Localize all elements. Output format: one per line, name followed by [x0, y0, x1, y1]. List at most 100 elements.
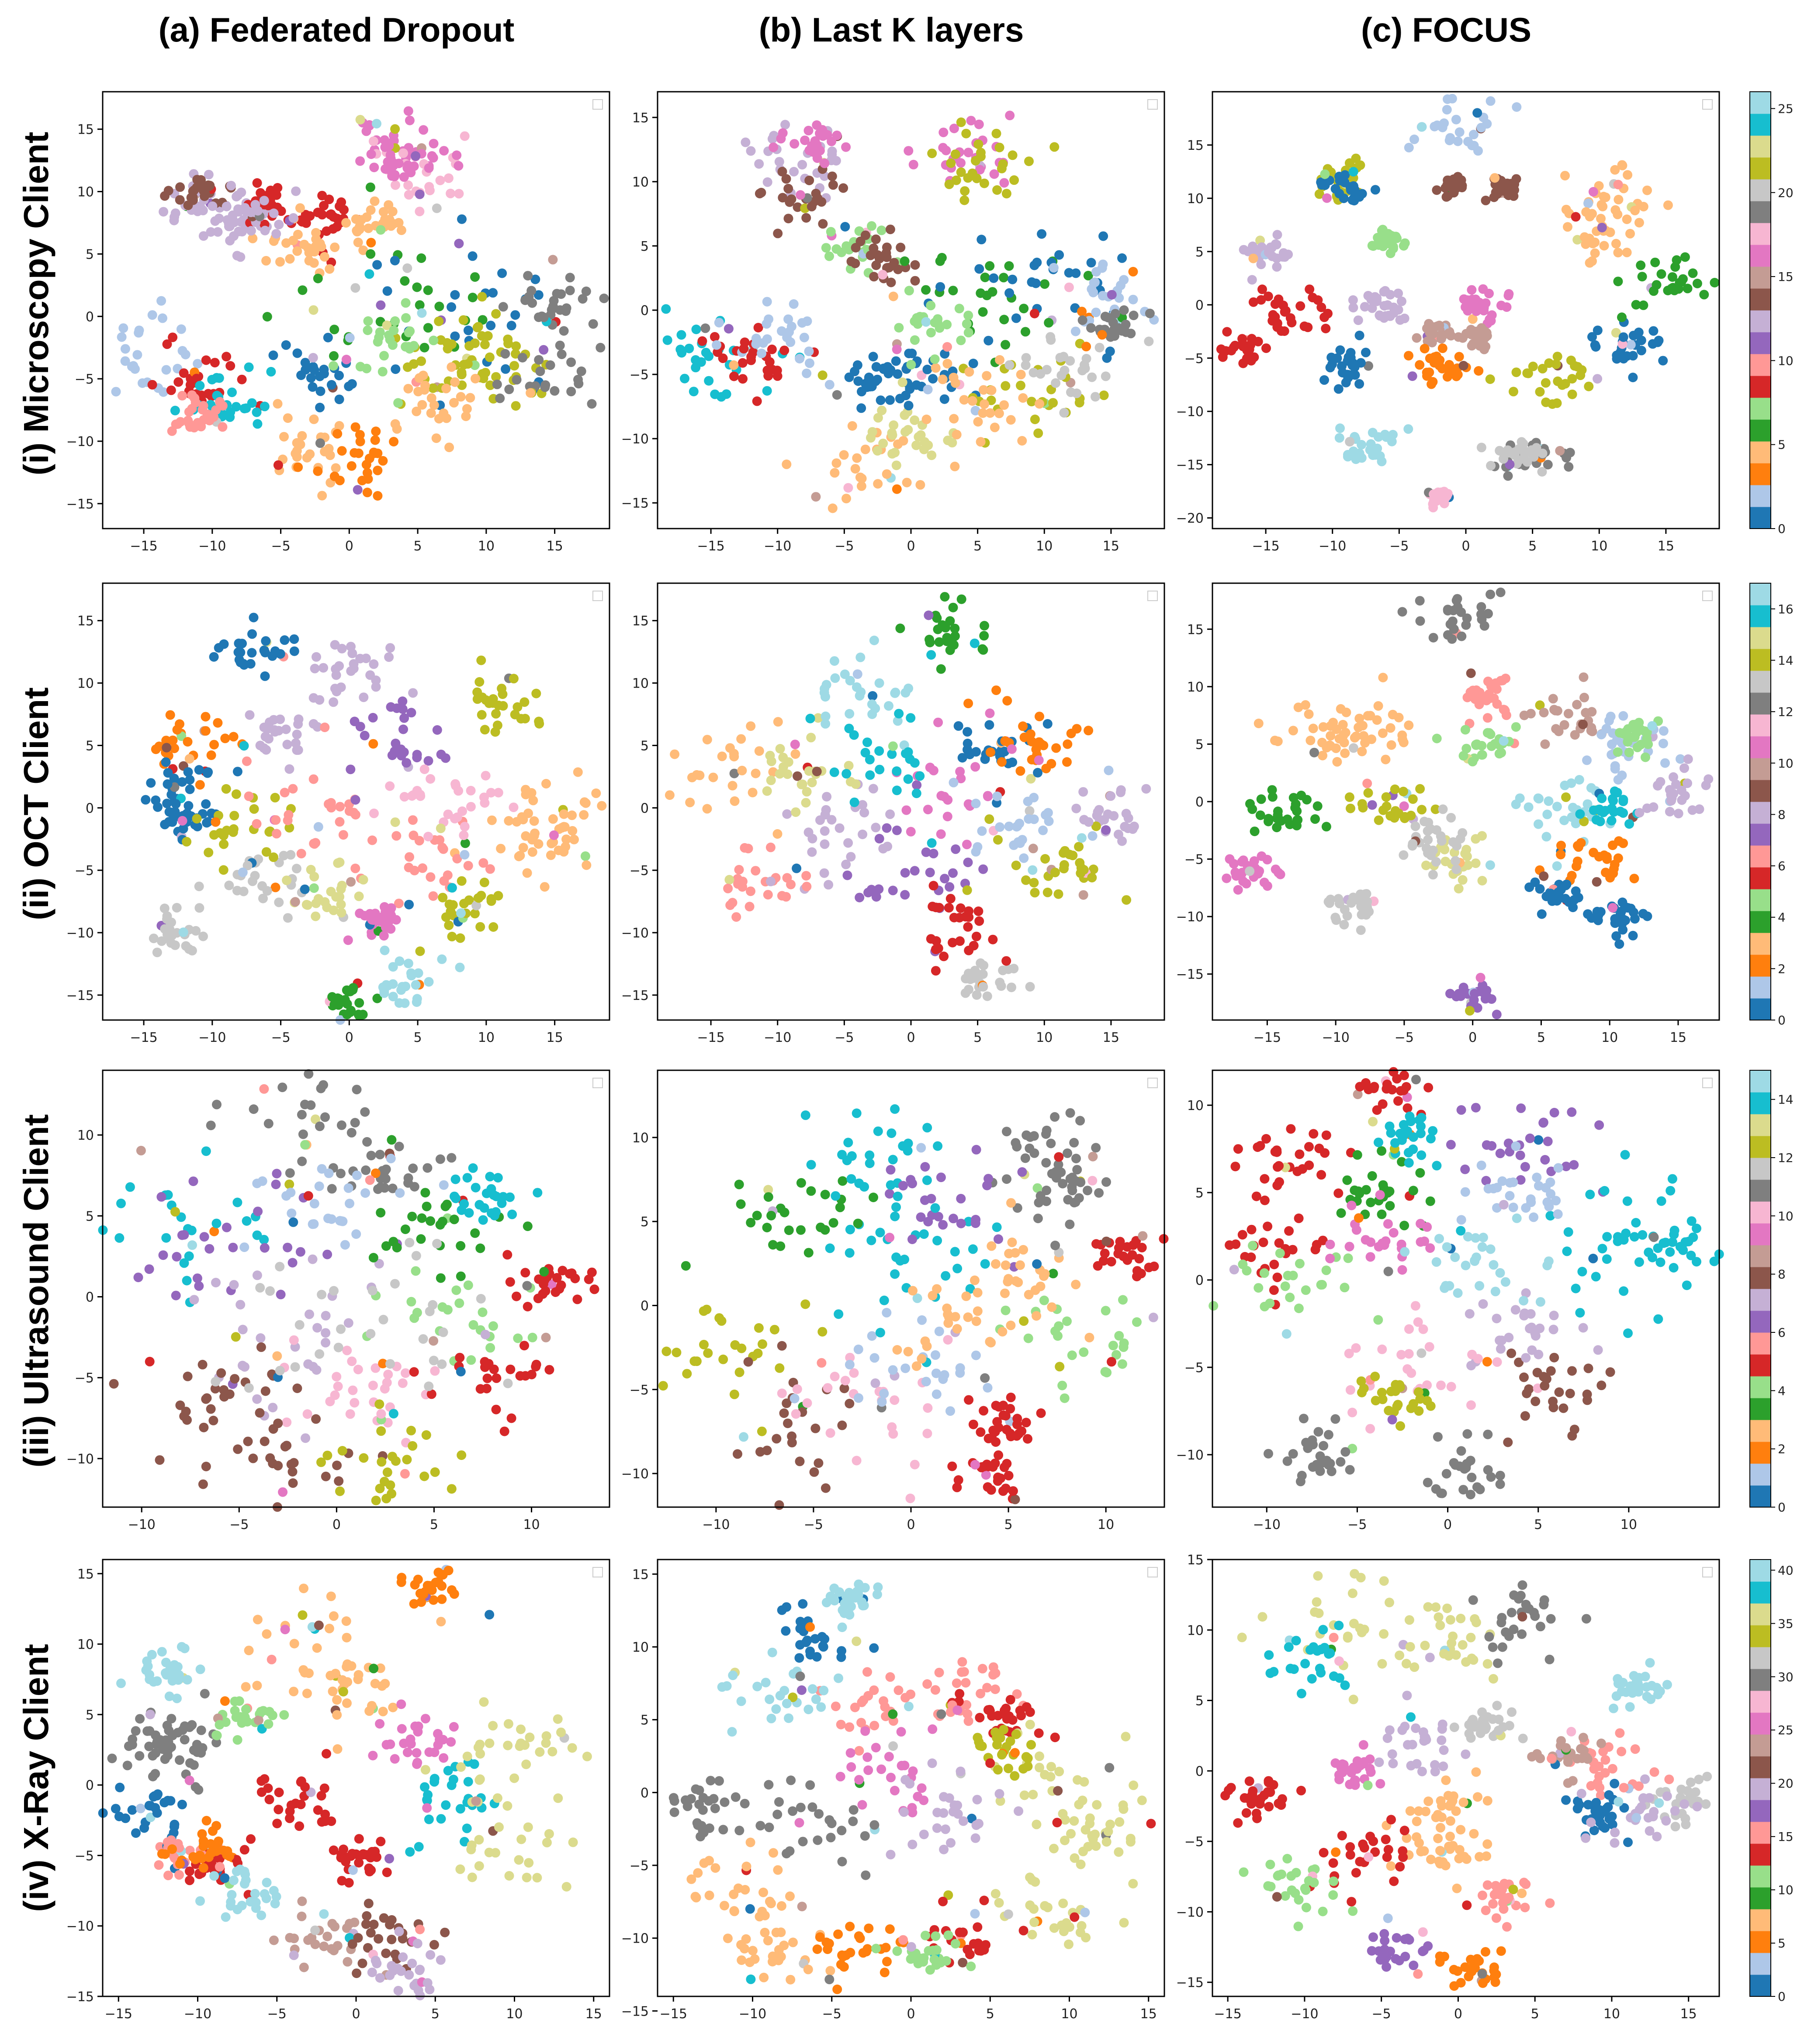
scatter-point: [183, 767, 193, 777]
scatter-point: [496, 844, 506, 854]
scatter-point: [295, 439, 305, 450]
scatter-point: [317, 491, 327, 501]
scatter-point: [309, 839, 319, 849]
scatter-point: [281, 340, 291, 350]
scatter-point: [1556, 840, 1566, 851]
scatter-point: [471, 900, 481, 910]
scatter-point: [361, 1165, 371, 1175]
scatter-point: [329, 1000, 339, 1010]
scatter-point: [942, 359, 952, 369]
scatter-point: [950, 1247, 960, 1257]
scatter-point: [776, 1241, 786, 1251]
scatter-point: [161, 757, 171, 767]
scatter-point: [986, 1485, 996, 1495]
scatter-point: [941, 623, 951, 633]
scatter-point: [879, 1389, 889, 1398]
scatter-point: [556, 289, 566, 299]
scatter-point: [779, 1207, 789, 1217]
scatter-point: [1101, 1306, 1111, 1316]
scatter-point: [828, 503, 838, 513]
scatter-point: [842, 870, 852, 880]
scatter-point: [898, 1181, 908, 1191]
scatter-point: [369, 163, 379, 173]
scatter-point: [154, 741, 164, 751]
scatter-point: [896, 242, 906, 252]
scatter-point: [1093, 1261, 1103, 1271]
y-tick-label: 0: [641, 801, 649, 816]
scatter-point: [1029, 308, 1039, 318]
scatter-point: [239, 1242, 249, 1252]
scatter-point: [535, 367, 545, 376]
scatter-point: [773, 228, 783, 239]
scatter-point: [209, 1227, 219, 1236]
scatter-point: [1071, 1154, 1081, 1163]
scatter-point: [1630, 719, 1639, 730]
scatter-point: [1030, 415, 1040, 424]
scatter-point: [233, 204, 243, 214]
scatter-point: [244, 1383, 254, 1393]
scatter-point: [474, 677, 485, 687]
scatter-point: [1613, 747, 1623, 757]
scatter-point: [727, 781, 738, 791]
scatter-point: [252, 407, 262, 417]
scatter-point: [998, 1486, 1008, 1496]
scatter-point: [1455, 834, 1465, 844]
scatter-point: [1266, 242, 1276, 252]
scatter-point: [579, 810, 589, 820]
scatter-point: [418, 1334, 428, 1344]
scatter-point: [1561, 880, 1571, 890]
scatter-point: [281, 1191, 291, 1201]
scatter-point: [762, 365, 772, 375]
scatter-point: [978, 408, 988, 418]
scatter-point: [1003, 1276, 1013, 1287]
scatter-point: [321, 1311, 331, 1321]
scatter-point: [350, 810, 360, 820]
scatter-point: [211, 817, 221, 827]
scatter-point: [817, 1358, 827, 1368]
scatter-point: [1630, 205, 1640, 215]
scatter-point: [1002, 696, 1012, 706]
scatter-point: [1363, 291, 1373, 301]
scatter-point: [1623, 737, 1633, 747]
x-tick-label: 15: [1658, 539, 1674, 554]
y-tick-label: −15: [66, 988, 94, 1003]
scatter-point: [905, 1494, 915, 1503]
scatter-point: [1335, 345, 1345, 355]
scatter-point: [329, 697, 339, 707]
scatter-point: [991, 685, 1001, 695]
scatter-point: [364, 223, 374, 233]
scatter-point: [756, 187, 766, 197]
scatter-point: [1607, 739, 1617, 749]
scatter-point: [1240, 1252, 1250, 1262]
scatter-point: [1552, 706, 1562, 716]
scatter-point: [875, 1328, 885, 1338]
scatter-point: [1029, 878, 1039, 888]
scatter-point: [963, 745, 972, 754]
scatter-point: [997, 1327, 1008, 1337]
scatter-point: [983, 1383, 993, 1393]
scatter-point: [1546, 1166, 1556, 1176]
scatter-point: [1397, 1157, 1407, 1167]
scatter-point: [229, 1280, 239, 1290]
x-tick-label: −15: [697, 539, 724, 554]
y-tick-label: 10: [77, 185, 94, 200]
y-tick-label: −15: [621, 988, 649, 1003]
scatter-point: [893, 369, 903, 379]
scatter-point: [1021, 360, 1031, 370]
scatter-point: [943, 1318, 953, 1328]
scatter-point: [1263, 1221, 1273, 1231]
scatter-point: [1274, 1238, 1284, 1248]
scatter-point: [1442, 105, 1452, 115]
scatter-point: [1669, 772, 1678, 782]
scatter-point: [1027, 397, 1037, 407]
scatter-point: [1537, 909, 1547, 919]
scatter-point: [308, 693, 319, 703]
scatter-point: [802, 787, 812, 797]
scatter-point: [1683, 778, 1692, 788]
scatter-point: [262, 886, 272, 896]
scatter-point: [820, 839, 830, 849]
scatter-point: [1334, 899, 1344, 909]
scatter-point: [1608, 728, 1618, 738]
scatter-point: [738, 358, 748, 368]
